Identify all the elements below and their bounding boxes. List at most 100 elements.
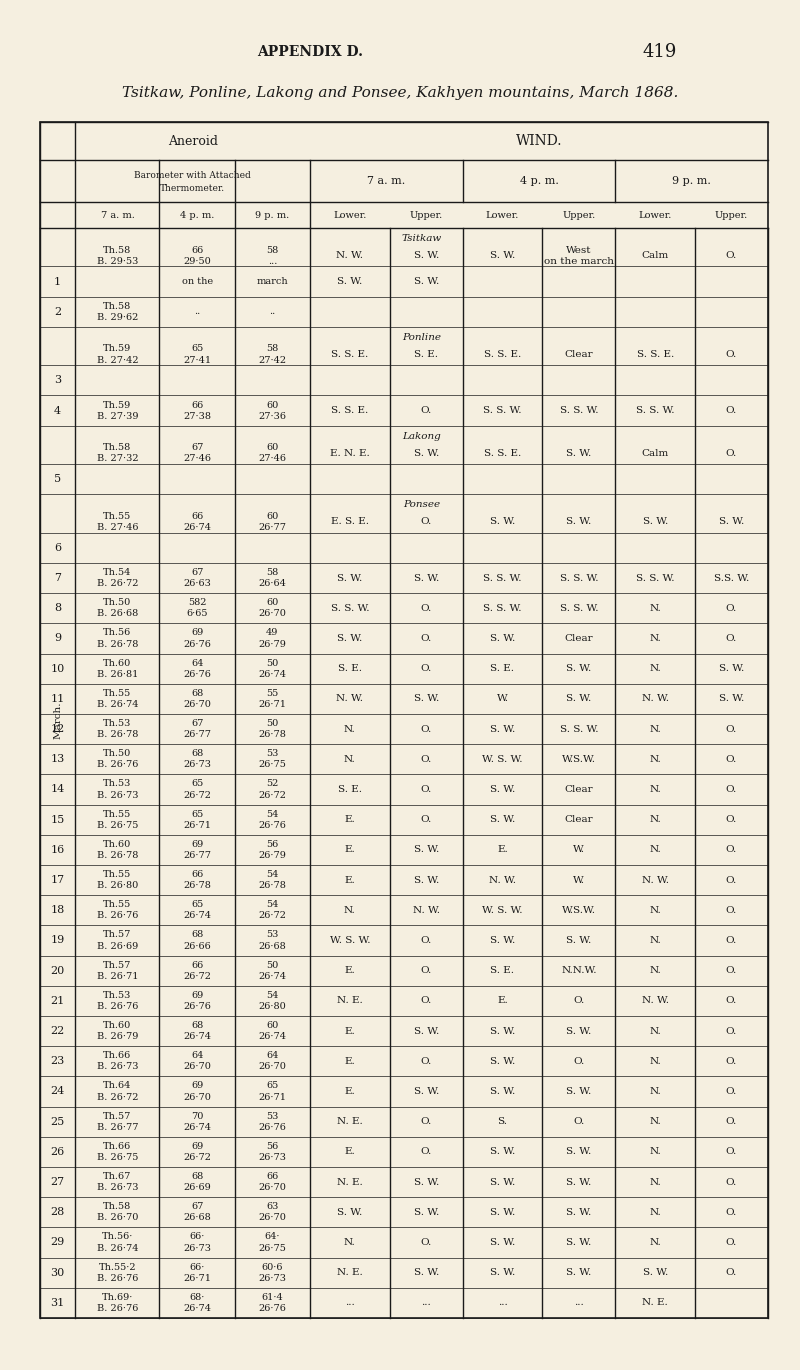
Text: 68
26·73: 68 26·73 <box>183 749 211 770</box>
Text: S. W.: S. W. <box>490 518 515 526</box>
Text: Th.66
B. 26·75: Th.66 B. 26·75 <box>97 1141 138 1162</box>
Text: N.: N. <box>650 755 661 763</box>
Text: 30: 30 <box>50 1267 65 1278</box>
Text: N.: N. <box>650 1148 661 1156</box>
Text: E.: E. <box>497 996 508 1006</box>
Text: E.: E. <box>497 845 508 855</box>
Text: N.: N. <box>650 906 661 915</box>
Text: 17: 17 <box>50 875 65 885</box>
Text: O.: O. <box>421 996 432 1006</box>
Text: 68
26·69: 68 26·69 <box>183 1173 211 1192</box>
Text: S. E.: S. E. <box>490 664 514 673</box>
Text: O.: O. <box>726 1056 737 1066</box>
Text: O.: O. <box>726 936 737 945</box>
Text: S. W.: S. W. <box>490 1269 515 1277</box>
Text: N. W.: N. W. <box>336 251 363 260</box>
Text: S. W.: S. W. <box>719 695 744 703</box>
Text: N.: N. <box>650 664 661 673</box>
Text: S. W.: S. W. <box>414 1178 438 1186</box>
Text: Th.59
B. 27·39: Th.59 B. 27·39 <box>97 400 138 421</box>
Text: S. W.: S. W. <box>414 875 438 885</box>
Text: O.: O. <box>726 996 737 1006</box>
Text: Th.50
B. 26·68: Th.50 B. 26·68 <box>97 599 138 618</box>
Text: 63
26·70: 63 26·70 <box>258 1203 286 1222</box>
Text: O.: O. <box>421 1056 432 1066</box>
Text: Th.55
B. 26·74: Th.55 B. 26·74 <box>97 689 138 708</box>
Text: 68
26·74: 68 26·74 <box>183 1021 211 1041</box>
Text: S. W.: S. W. <box>337 1208 362 1217</box>
Text: S. S. E.: S. S. E. <box>331 406 369 415</box>
Text: Th.55
B. 27·46: Th.55 B. 27·46 <box>97 512 138 532</box>
Text: 54
26·78: 54 26·78 <box>258 870 286 891</box>
Text: S. W.: S. W. <box>490 251 515 260</box>
Text: S. S. E.: S. S. E. <box>637 349 674 359</box>
Text: 54
26·72: 54 26·72 <box>258 900 286 921</box>
Text: Aneroid: Aneroid <box>168 134 218 148</box>
Text: 7: 7 <box>54 573 62 584</box>
Text: 68·
26·74: 68· 26·74 <box>183 1293 211 1312</box>
Text: N.: N. <box>650 1056 661 1066</box>
Text: O.: O. <box>726 449 737 458</box>
Text: Th.54
B. 26·72: Th.54 B. 26·72 <box>97 569 138 588</box>
Text: 69
26·70: 69 26·70 <box>183 1081 211 1101</box>
Text: 9: 9 <box>54 633 62 644</box>
Text: W. S. W.: W. S. W. <box>330 936 370 945</box>
Text: S. W.: S. W. <box>414 695 438 703</box>
Text: 68
26·70: 68 26·70 <box>183 689 211 708</box>
Text: S. E.: S. E. <box>338 785 362 795</box>
Text: Lower.: Lower. <box>486 211 519 219</box>
Text: 27: 27 <box>50 1177 65 1186</box>
Text: Ponline: Ponline <box>402 333 442 341</box>
Text: Th.69·
B. 26·76: Th.69· B. 26·76 <box>97 1293 138 1312</box>
Text: 4 p. m.: 4 p. m. <box>180 211 214 219</box>
Text: S. S. W.: S. S. W. <box>330 604 369 612</box>
Text: 20: 20 <box>50 966 65 975</box>
Text: N.: N. <box>344 725 356 733</box>
Text: S. W.: S. W. <box>566 1238 591 1247</box>
Text: Ponsee: Ponsee <box>403 500 440 510</box>
Text: E. N. E.: E. N. E. <box>330 449 370 458</box>
Text: 13: 13 <box>50 755 65 764</box>
Text: S. W.: S. W. <box>566 518 591 526</box>
Text: W. S. W.: W. S. W. <box>482 755 522 763</box>
Text: Th.58
B. 29·53: Th.58 B. 29·53 <box>97 245 138 266</box>
Text: N.: N. <box>650 1086 661 1096</box>
Text: O.: O. <box>726 906 737 915</box>
Text: N.: N. <box>650 815 661 825</box>
Text: O.: O. <box>726 1117 737 1126</box>
Text: 15: 15 <box>50 815 65 825</box>
Text: O.: O. <box>421 664 432 673</box>
Text: N.: N. <box>344 906 356 915</box>
Text: W.: W. <box>497 695 509 703</box>
Text: N. W.: N. W. <box>413 906 440 915</box>
Text: 67
26·77: 67 26·77 <box>183 719 211 740</box>
Text: S. W.: S. W. <box>566 664 591 673</box>
Text: Tsitkaw, Ponline, Lakong and Ponsee, Kakhyen mountains, March 1868.: Tsitkaw, Ponline, Lakong and Ponsee, Kak… <box>122 86 678 100</box>
Text: Th.57
B. 26·71: Th.57 B. 26·71 <box>97 960 138 981</box>
Text: Barometer with Attached: Barometer with Attached <box>134 170 251 179</box>
Text: O.: O. <box>573 1117 585 1126</box>
Text: S. W.: S. W. <box>490 634 515 643</box>
Text: S. W.: S. W. <box>490 725 515 733</box>
Text: S. S. W.: S. S. W. <box>636 406 674 415</box>
Text: N.: N. <box>650 1026 661 1036</box>
Text: E.: E. <box>345 815 355 825</box>
Text: Calm: Calm <box>642 251 669 260</box>
Text: S. W.: S. W. <box>490 785 515 795</box>
Text: 2: 2 <box>54 307 62 316</box>
Text: O.: O. <box>421 725 432 733</box>
Text: 419: 419 <box>643 42 677 62</box>
Text: 55
26·71: 55 26·71 <box>258 689 286 708</box>
Text: 66·
26·71: 66· 26·71 <box>183 1263 211 1282</box>
Text: S. S. E.: S. S. E. <box>484 449 521 458</box>
Text: Th.55
B. 26·75: Th.55 B. 26·75 <box>97 810 138 830</box>
Text: N.: N. <box>650 936 661 945</box>
Text: O.: O. <box>726 785 737 795</box>
Text: S. W.: S. W. <box>490 1086 515 1096</box>
Text: O.: O. <box>421 634 432 643</box>
Text: Th.56·
B. 26·74: Th.56· B. 26·74 <box>97 1233 138 1252</box>
Text: E. S. E.: E. S. E. <box>330 518 369 526</box>
Text: N.: N. <box>344 755 356 763</box>
Text: O.: O. <box>421 604 432 612</box>
Text: 58
26·64: 58 26·64 <box>258 569 286 588</box>
